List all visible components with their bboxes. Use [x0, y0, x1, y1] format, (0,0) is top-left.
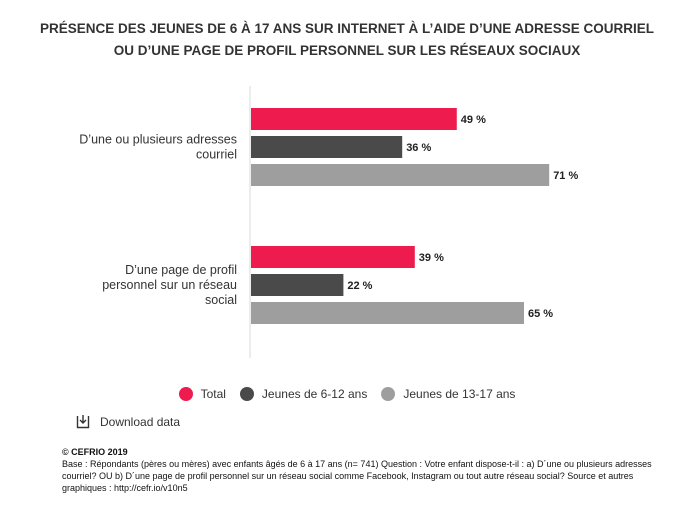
footnote: Base : Répondants (pères ou mères) avec … [62, 459, 652, 493]
download-icon [76, 415, 90, 429]
legend-marker [381, 387, 396, 401]
legend-marker [239, 387, 254, 401]
chart-title-line-1: PRÉSENCE DES JEUNES DE 6 À 17 ANS SUR IN… [39, 21, 655, 36]
footer: © CEFRIO 2019 Base : Répondants (pères o… [62, 446, 662, 494]
download-data-label: Download data [100, 414, 181, 429]
category-label: D’une page de profil [125, 263, 237, 277]
data-label: 71 % [553, 170, 578, 182]
chart-title: PRÉSENCE DES JEUNES DE 6 À 17 ANS SUR IN… [20, 18, 674, 62]
legend-label: Total [200, 387, 226, 401]
legend-marker [178, 387, 193, 401]
download-data-button[interactable]: Download data [76, 414, 180, 429]
bar[interactable] [251, 136, 403, 158]
copyright: © CEFRIO 2019 [62, 447, 128, 457]
data-label: 36 % [406, 142, 431, 154]
category-label: courriel [196, 148, 237, 162]
legend: Total Jeunes de 6-12 ans Jeunes de 13-17 a… [0, 384, 694, 404]
data-label: 65 % [528, 308, 553, 320]
legend-label: Jeunes de 13-17 ans [403, 387, 516, 401]
bar[interactable] [251, 164, 550, 186]
bar[interactable] [251, 108, 457, 130]
data-label: 39 % [419, 252, 444, 264]
category-label: personnel sur un réseau [102, 278, 237, 292]
category-label: social [205, 293, 237, 307]
data-label: 49 % [461, 114, 486, 126]
bar[interactable] [251, 274, 344, 296]
data-label: 22 % [347, 280, 372, 292]
legend-item[interactable]: Total [178, 387, 226, 401]
legend-item[interactable]: Jeunes de 13-17 ans [381, 387, 515, 401]
bar[interactable] [251, 246, 415, 268]
chart-title-line-2: OU D’UNE PAGE DE PROFIL PERSONNEL SUR LE… [113, 43, 581, 58]
category-label: D’une ou plusieurs adresses [79, 133, 237, 147]
legend-item[interactable]: Jeunes de 6-12 ans [239, 387, 368, 401]
legend-label: Jeunes de 6-12 ans [261, 387, 368, 401]
bar[interactable] [251, 302, 524, 324]
